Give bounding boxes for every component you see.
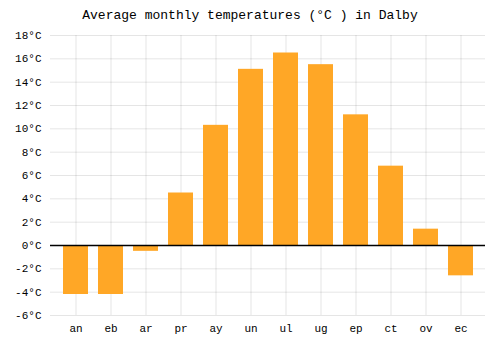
svg-text:12°C: 12°C — [15, 100, 42, 112]
svg-text:4°C: 4°C — [22, 193, 42, 205]
svg-text:14°C: 14°C — [15, 77, 42, 89]
svg-text:ec: ec — [454, 323, 467, 335]
svg-text:ul: ul — [279, 323, 292, 335]
svg-text:0°C: 0°C — [22, 240, 42, 252]
svg-text:6°C: 6°C — [22, 170, 42, 182]
svg-text:-4°C: -4°C — [15, 287, 42, 299]
svg-text:-2°C: -2°C — [15, 263, 42, 275]
svg-text:ct: ct — [384, 323, 397, 335]
svg-text:ep: ep — [349, 323, 362, 335]
svg-text:2°C: 2°C — [22, 217, 42, 229]
svg-text:10°C: 10°C — [15, 123, 42, 135]
svg-text:ov: ov — [419, 323, 433, 335]
html-text:Average monthly temperatures (: Average monthly temperatures (°C ) in Da… — [82, 8, 418, 23]
svg-text:eb: eb — [104, 323, 117, 335]
svg-text:16°C: 16°C — [15, 53, 42, 65]
svg-text:18°C: 18°C — [15, 30, 42, 42]
svg-text:ay: ay — [209, 323, 223, 335]
svg-text:8°C: 8°C — [22, 147, 42, 159]
svg-text:ar: ar — [139, 323, 152, 335]
svg-text:un: un — [244, 323, 257, 335]
svg-text:an: an — [69, 323, 82, 335]
svg-text:pr: pr — [174, 323, 187, 335]
svg-text:-6°C: -6°C — [15, 310, 42, 322]
svg-text:ug: ug — [314, 323, 327, 335]
